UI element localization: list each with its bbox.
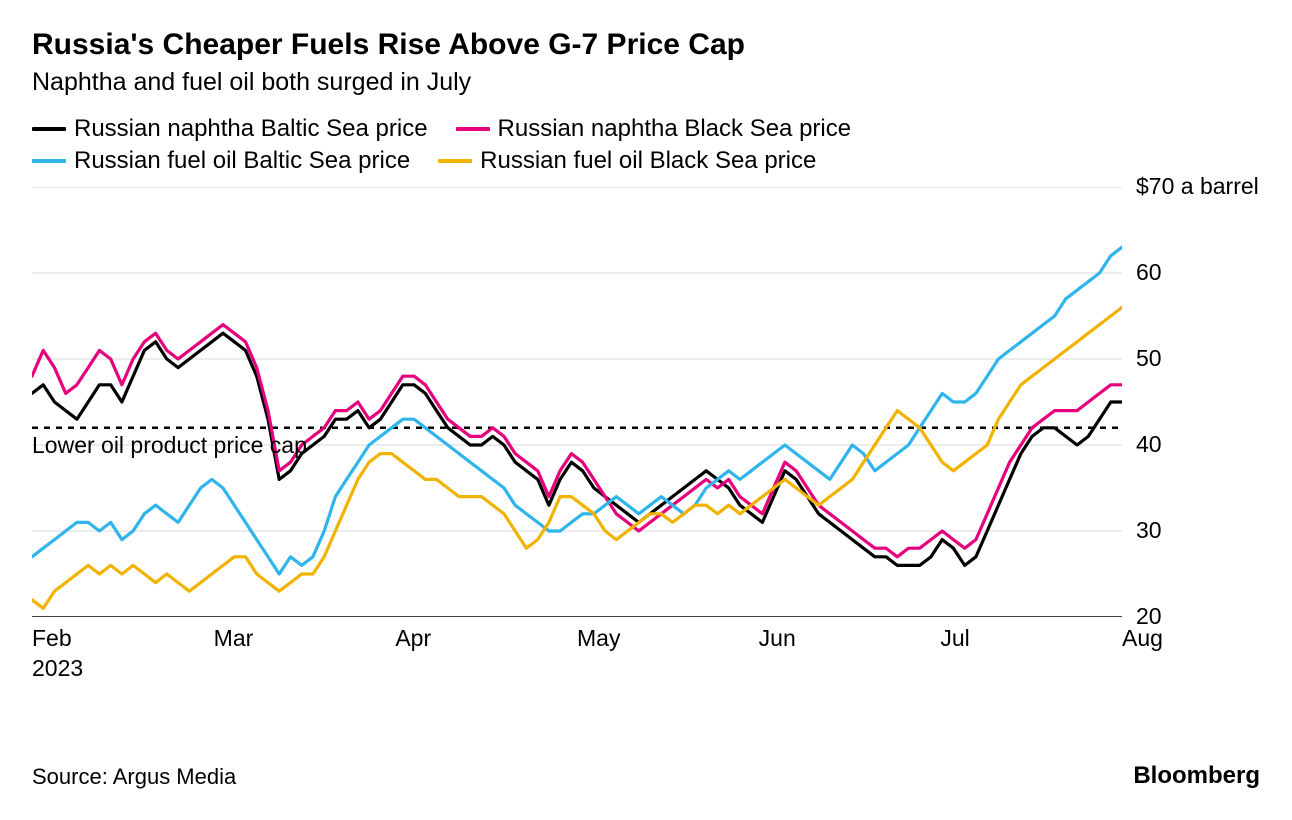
legend: Russian naphtha Baltic Sea price Russian … xyxy=(32,115,932,175)
y-axis-tick-label: 30 xyxy=(1136,517,1162,544)
y-axis-tick-label: 50 xyxy=(1136,345,1162,372)
x-axis-year-label: 2023 xyxy=(32,655,83,682)
line-chart-svg xyxy=(32,187,1122,617)
legend-label: Russian naphtha Baltic Sea price xyxy=(74,115,428,143)
legend-label: Russian fuel oil Black Sea price xyxy=(480,147,816,175)
chart-footer: Source: Argus Media Bloomberg xyxy=(32,762,1260,790)
source-label: Source: Argus Media xyxy=(32,764,236,790)
legend-swatch xyxy=(438,159,472,163)
y-axis-tick-label: 60 xyxy=(1136,259,1162,286)
brand-label: Bloomberg xyxy=(1133,762,1260,790)
legend-swatch xyxy=(32,127,66,131)
x-axis-tick-label: Jun xyxy=(759,625,796,652)
x-axis-tick-label: Jul xyxy=(940,625,969,652)
legend-swatch xyxy=(456,127,490,131)
chart-title: Russia's Cheaper Fuels Rise Above G-7 Pr… xyxy=(32,28,1260,62)
x-axis-tick-label: Apr xyxy=(395,625,431,652)
legend-item: Russian naphtha Baltic Sea price xyxy=(32,115,428,143)
y-axis-unit-label: $70 a barrel xyxy=(1136,173,1259,200)
price-cap-annotation: Lower oil product price cap xyxy=(32,432,307,459)
legend-label: Russian naphtha Black Sea price xyxy=(498,115,852,143)
chart-subtitle: Naphtha and fuel oil both surged in July xyxy=(32,68,1260,97)
legend-item: Russian fuel oil Black Sea price xyxy=(438,147,816,175)
y-axis-tick-label: 40 xyxy=(1136,431,1162,458)
chart-area: $70 a barrel2030405060 FebMarAprMayJunJu… xyxy=(32,187,1260,667)
legend-item: Russian naphtha Black Sea price xyxy=(456,115,852,143)
legend-swatch xyxy=(32,159,66,163)
legend-item: Russian fuel oil Baltic Sea price xyxy=(32,147,410,175)
legend-label: Russian fuel oil Baltic Sea price xyxy=(74,147,410,175)
x-axis-tick-label: Aug xyxy=(1122,625,1163,652)
x-axis-tick-label: Feb xyxy=(32,625,72,652)
x-axis-tick-label: Mar xyxy=(214,625,254,652)
x-axis-tick-label: May xyxy=(577,625,620,652)
